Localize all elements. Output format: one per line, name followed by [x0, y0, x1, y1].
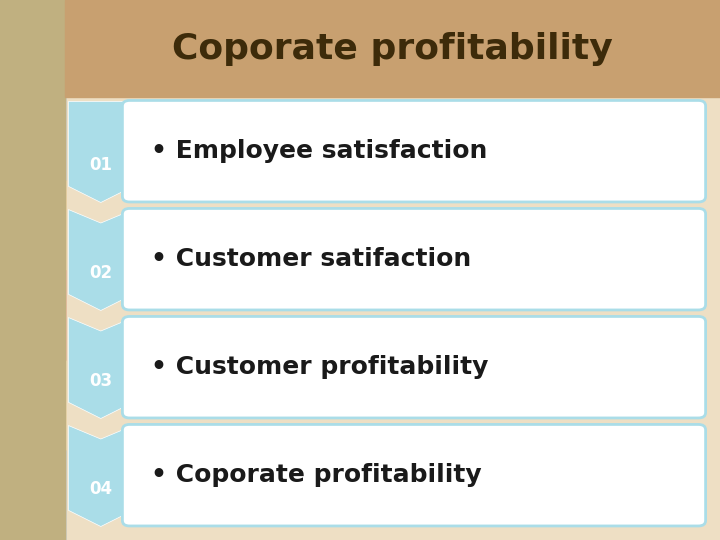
Text: 02: 02	[89, 264, 112, 282]
Polygon shape	[68, 102, 133, 202]
Bar	[0, 0, 65, 540]
Bar	[0, 90, 65, 180]
Bar	[0, 0, 65, 540]
Polygon shape	[68, 210, 133, 310]
Text: • Coporate profitability: • Coporate profitability	[151, 463, 482, 487]
Text: Coporate profitability: Coporate profitability	[172, 32, 613, 65]
Polygon shape	[68, 426, 133, 526]
Bar	[0, 270, 65, 360]
FancyBboxPatch shape	[122, 424, 706, 526]
Bar	[0, 450, 65, 540]
Bar	[0, 180, 65, 270]
Text: 03: 03	[89, 372, 112, 390]
FancyBboxPatch shape	[122, 316, 706, 418]
Text: 04: 04	[89, 480, 112, 498]
Polygon shape	[68, 318, 133, 418]
Text: • Customer profitability: • Customer profitability	[151, 355, 489, 379]
Bar	[65, 0, 720, 97]
FancyBboxPatch shape	[122, 208, 706, 310]
Bar	[0, 0, 65, 90]
FancyBboxPatch shape	[122, 100, 706, 202]
Text: 01: 01	[89, 156, 112, 174]
Text: • Customer satifaction: • Customer satifaction	[151, 247, 472, 271]
Text: • Employee satisfaction: • Employee satisfaction	[151, 139, 487, 163]
Bar	[0, 360, 65, 450]
